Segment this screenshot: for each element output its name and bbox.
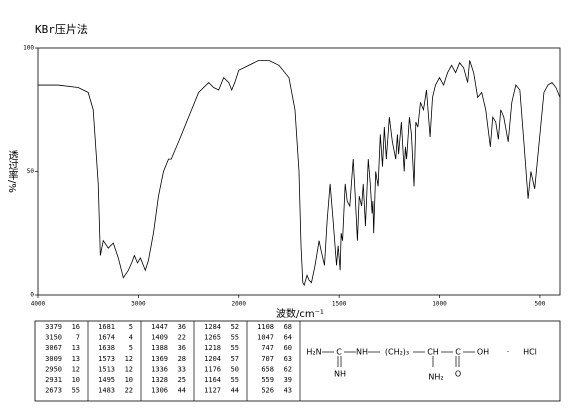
table-transmittance: 16 — [72, 323, 80, 331]
table-wavenumber: 1369 — [151, 355, 168, 363]
table-wavenumber: 1674 — [98, 334, 115, 342]
table-wavenumber: 1204 — [204, 355, 221, 363]
table-transmittance: 62 — [284, 365, 292, 373]
table-wavenumber: 3009 — [45, 355, 62, 363]
chart-title: KBr压片法 — [35, 22, 88, 36]
structure-atom: O — [455, 370, 461, 379]
structure-atom: H₂N — [306, 348, 321, 357]
table-wavenumber: 1108 — [257, 323, 274, 331]
table-transmittance: 55 — [72, 387, 80, 395]
structure-atom: C — [336, 348, 342, 357]
table-wavenumber: 1409 — [151, 334, 168, 342]
table-wavenumber: 2950 — [45, 365, 62, 373]
x-axis-label: 波数/cm⁻¹ — [276, 307, 324, 320]
y-tick-label: 50 — [27, 168, 35, 175]
structure-atom: HCl — [523, 348, 537, 357]
table-wavenumber: 747 — [261, 344, 274, 352]
table-transmittance: 50 — [231, 365, 239, 373]
table-wavenumber: 1447 — [151, 323, 168, 331]
table-wavenumber: 1164 — [204, 376, 221, 384]
structure-atom: NH — [334, 370, 346, 379]
structure-atom: NH — [356, 348, 368, 357]
table-wavenumber: 1681 — [98, 323, 115, 331]
table-transmittance: 43 — [284, 387, 292, 395]
table-wavenumber: 1336 — [151, 365, 168, 373]
table-wavenumber: 1218 — [204, 344, 221, 352]
y-tick-label: 100 — [23, 45, 34, 52]
table-wavenumber: 526 — [261, 387, 274, 395]
table-wavenumber: 3379 — [45, 323, 62, 331]
table-transmittance: 55 — [231, 376, 239, 384]
table-transmittance: 13 — [72, 355, 80, 363]
table-wavenumber: 1127 — [204, 387, 221, 395]
table-transmittance: 10 — [125, 376, 133, 384]
table-frame — [34, 320, 561, 402]
x-tick-label: 4000 — [31, 301, 46, 308]
table-wavenumber: 1573 — [98, 355, 115, 363]
table-wavenumber: 1047 — [257, 334, 274, 342]
table-transmittance: 55 — [231, 334, 239, 342]
table-wavenumber: 1265 — [204, 334, 221, 342]
table-transmittance: 36 — [178, 344, 186, 352]
x-tick-label: 3000 — [131, 301, 146, 308]
table-transmittance: 5 — [129, 323, 133, 331]
table-wavenumber: 1388 — [151, 344, 168, 352]
table-wavenumber: 3067 — [45, 344, 62, 352]
structure-bonds — [322, 351, 475, 367]
table-transmittance: 44 — [178, 387, 186, 395]
table-transmittance: 64 — [284, 334, 292, 342]
table-transmittance: 25 — [178, 376, 186, 384]
table-transmittance: 28 — [178, 355, 186, 363]
table-wavenumber: 1638 — [98, 344, 115, 352]
table-wavenumber: 1306 — [151, 387, 168, 395]
table-transmittance: 5 — [129, 344, 133, 352]
table-transmittance: 57 — [231, 355, 239, 363]
x-tick-label: 1500 — [332, 301, 347, 308]
table-transmittance: 52 — [231, 323, 239, 331]
x-tick-label: 2000 — [232, 301, 247, 308]
x-tick-label: 1000 — [432, 301, 447, 308]
table-transmittance: 22 — [178, 334, 186, 342]
table-wavenumber: 1176 — [204, 365, 221, 373]
table-wavenumber: 658 — [261, 365, 274, 373]
table-transmittance: 36 — [178, 323, 186, 331]
table-wavenumber: 1284 — [204, 323, 221, 331]
table-transmittance: 55 — [231, 344, 239, 352]
table-transmittance: 12 — [125, 365, 133, 373]
table-transmittance: 33 — [178, 365, 186, 373]
table-lines — [87, 321, 301, 401]
table-wavenumber: 3150 — [45, 334, 62, 342]
spectrum-line — [38, 59, 561, 287]
table-transmittance: 13 — [72, 344, 80, 352]
table-wavenumber: 1328 — [151, 376, 168, 384]
table-wavenumber: 2931 — [45, 376, 62, 384]
table-transmittance: 22 — [125, 387, 133, 395]
structure-atom: (CH₂)₃ — [385, 348, 409, 357]
table-wavenumber: 1483 — [98, 387, 115, 395]
table-transmittance: 63 — [284, 355, 292, 363]
table-wavenumber: 559 — [261, 376, 274, 384]
table-transmittance: 7 — [76, 334, 80, 342]
y-axis-label: 透过率/% — [6, 150, 18, 193]
table-transmittance: 60 — [284, 344, 292, 352]
y-tick-label: 0 — [30, 292, 34, 299]
structure-atom: CH — [427, 348, 439, 357]
table-transmittance: 10 — [72, 376, 80, 384]
table-wavenumber: 2673 — [45, 387, 62, 395]
x-tick-label: 500 — [535, 301, 546, 308]
table-wavenumber: 707 — [261, 355, 274, 363]
structure-atom: NH₂ — [428, 373, 443, 382]
table-transmittance: 44 — [231, 387, 239, 395]
table-transmittance: 4 — [129, 334, 133, 342]
table-transmittance: 12 — [125, 355, 133, 363]
table-transmittance: 39 — [284, 376, 292, 384]
structure-atom: OH — [477, 348, 489, 357]
structure-atom: C — [455, 348, 461, 357]
table-wavenumber: 1513 — [98, 365, 115, 373]
table-transmittance: 12 — [72, 365, 80, 373]
table-transmittance: 68 — [284, 323, 292, 331]
structure-atom: · — [507, 348, 510, 357]
table-wavenumber: 1495 — [98, 376, 115, 384]
